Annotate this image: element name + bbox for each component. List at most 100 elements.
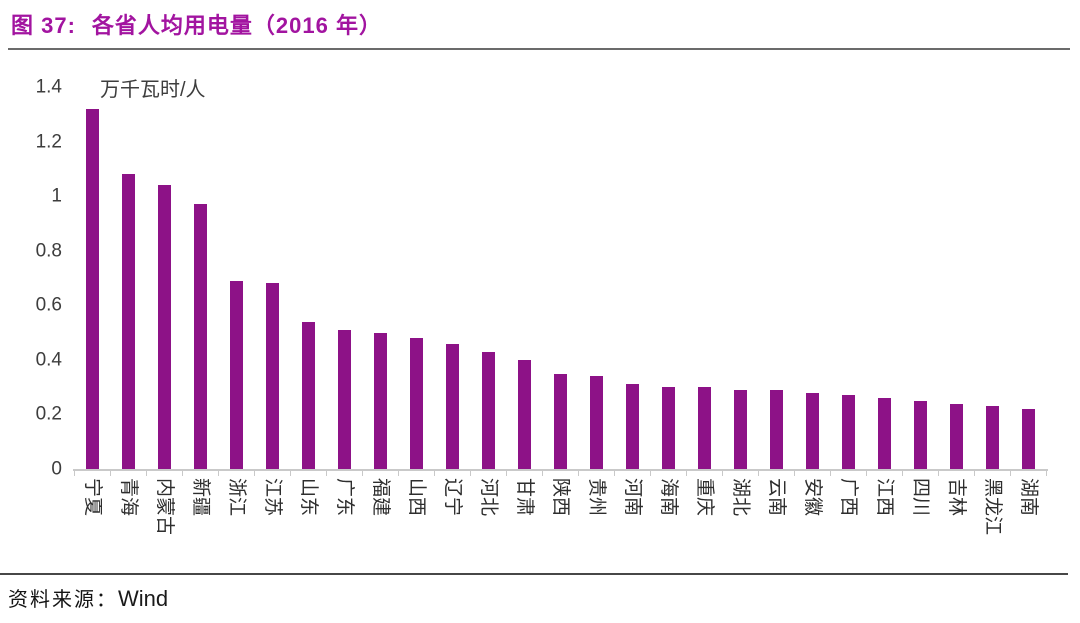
bar bbox=[625, 384, 639, 469]
bar bbox=[121, 174, 135, 469]
source-name: Wind bbox=[118, 586, 169, 611]
bar bbox=[877, 398, 891, 469]
bar-column bbox=[722, 87, 758, 469]
x-category-cell: 云南 bbox=[758, 475, 794, 565]
axis-tick bbox=[397, 471, 399, 476]
axis-tick bbox=[434, 471, 435, 476]
x-category-label: 贵州 bbox=[586, 478, 607, 517]
y-axis-unit-label: 万千瓦时/人 bbox=[100, 79, 206, 101]
axis-tick bbox=[326, 471, 327, 476]
x-category-cell: 辽宁 bbox=[434, 475, 470, 565]
x-category-cell: 陕西 bbox=[542, 475, 578, 565]
bar bbox=[661, 387, 675, 469]
x-category-cell: 四川 bbox=[902, 475, 938, 565]
axis-tick bbox=[830, 471, 831, 476]
x-category-label: 河南 bbox=[622, 478, 643, 517]
bar-column bbox=[470, 87, 506, 469]
x-category-label: 甘肃 bbox=[514, 478, 535, 517]
x-axis-ticks bbox=[74, 471, 1047, 477]
bar bbox=[913, 400, 927, 469]
bar bbox=[805, 392, 819, 469]
bar bbox=[553, 373, 567, 469]
bar bbox=[985, 406, 999, 469]
axis-tick bbox=[182, 471, 183, 476]
x-category-label: 宁夏 bbox=[82, 478, 103, 517]
bar-column bbox=[326, 87, 362, 469]
x-category-cell: 江西 bbox=[866, 475, 902, 565]
y-axis: 1.4 1.2 1 0.8 0.6 0.4 0.2 0 bbox=[0, 78, 62, 479]
bar-column bbox=[758, 87, 794, 469]
y-tick-label: 1.4 bbox=[35, 76, 62, 98]
axis-tick bbox=[974, 471, 975, 476]
axis-tick bbox=[794, 471, 795, 476]
x-category-cell: 江苏 bbox=[254, 475, 290, 565]
y-tick-label: 1 bbox=[51, 185, 62, 207]
x-category-label: 江苏 bbox=[262, 478, 283, 517]
bar bbox=[1021, 408, 1035, 469]
axis-tick bbox=[470, 471, 471, 476]
bar bbox=[193, 204, 207, 469]
source-divider-line bbox=[0, 573, 1068, 575]
bar bbox=[265, 283, 279, 469]
bar bbox=[157, 185, 171, 469]
bar bbox=[949, 403, 963, 469]
bar-chart: 万千瓦时/人 1.4 1.2 1 0.8 0.6 0.4 0.2 0 宁夏 青海 内蒙古 新疆 浙江江… bbox=[0, 60, 1080, 565]
x-category-cell: 湖南 bbox=[1010, 475, 1046, 565]
bar-column bbox=[218, 87, 254, 469]
axis-tick bbox=[758, 471, 759, 476]
axis-tick bbox=[650, 471, 651, 476]
x-category-label: 广东 bbox=[334, 478, 355, 517]
bar-column bbox=[578, 87, 614, 469]
x-category-cell: 青海 bbox=[110, 475, 146, 565]
plot-area bbox=[74, 87, 1046, 469]
x-category-label: 广西 bbox=[838, 478, 859, 517]
axis-tick bbox=[362, 471, 363, 476]
x-axis-labels: 宁夏 青海 内蒙古 新疆 浙江 江苏 山东 广东 福建 山西 辽宁 河北 甘肃 陕西 贵州 河南 海南 重庆 湖北云… bbox=[74, 475, 1046, 565]
x-category-cell: 内蒙古 bbox=[146, 475, 182, 565]
bar bbox=[445, 343, 459, 469]
x-category-label: 四川 bbox=[910, 478, 931, 517]
bar-column bbox=[110, 87, 146, 469]
bar bbox=[481, 351, 495, 469]
axis-tick bbox=[218, 471, 219, 476]
axis-tick bbox=[254, 471, 255, 476]
bar bbox=[301, 321, 315, 469]
x-category-cell: 湖北 bbox=[722, 475, 758, 565]
x-category-cell: 黑龙江 bbox=[974, 475, 1010, 565]
bar-column bbox=[398, 87, 434, 469]
y-tick-label: 0 bbox=[51, 458, 62, 480]
axis-tick bbox=[578, 471, 579, 476]
axis-tick bbox=[866, 471, 867, 476]
bar-column bbox=[362, 87, 398, 469]
bar-column bbox=[650, 87, 686, 469]
bar-column bbox=[506, 87, 542, 469]
x-category-cell: 海南 bbox=[650, 475, 686, 565]
bar-column bbox=[542, 87, 578, 469]
axis-tick bbox=[902, 471, 903, 476]
bar-column bbox=[614, 87, 650, 469]
bar bbox=[229, 280, 243, 469]
bar bbox=[337, 329, 351, 469]
x-category-label: 海南 bbox=[658, 478, 679, 517]
x-category-label: 新疆 bbox=[190, 478, 211, 517]
y-tick-label: 0.6 bbox=[35, 294, 62, 316]
bar bbox=[589, 376, 603, 469]
figure-title: 图 37: 各省人均用电量（2016 年） bbox=[11, 8, 382, 40]
axis-tick bbox=[506, 471, 507, 476]
bar-column bbox=[974, 87, 1010, 469]
x-category-cell: 山西 bbox=[398, 475, 434, 565]
axis-tick bbox=[721, 471, 723, 476]
figure-title-text: 各省人均用电量（2016 年） bbox=[91, 13, 382, 38]
bar-column bbox=[146, 87, 182, 469]
x-category-cell: 浙江 bbox=[218, 475, 254, 565]
axis-tick bbox=[290, 471, 291, 476]
x-category-label: 重庆 bbox=[694, 478, 715, 517]
x-category-cell: 吉林 bbox=[938, 475, 974, 565]
y-tick-label: 0.2 bbox=[35, 403, 62, 425]
x-category-cell: 广西 bbox=[830, 475, 866, 565]
bar-column bbox=[866, 87, 902, 469]
bar-column bbox=[254, 87, 290, 469]
x-category-cell: 贵州 bbox=[578, 475, 614, 565]
bar bbox=[517, 359, 531, 469]
x-category-label: 吉林 bbox=[946, 478, 967, 517]
